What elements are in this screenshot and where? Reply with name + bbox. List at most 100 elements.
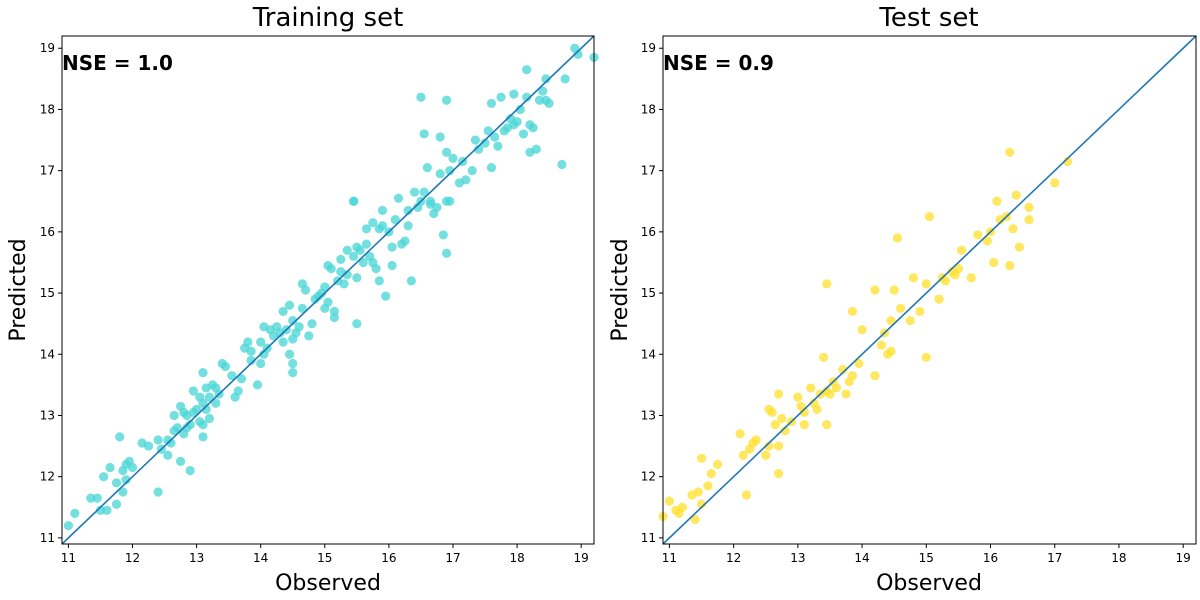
data-point bbox=[896, 303, 906, 313]
data-point bbox=[297, 303, 307, 313]
data-point bbox=[690, 514, 700, 525]
data-point bbox=[924, 211, 935, 222]
x-tick-label: 19 bbox=[1176, 551, 1191, 565]
data-point bbox=[461, 175, 471, 185]
data-point bbox=[352, 273, 362, 283]
data-point bbox=[793, 392, 803, 402]
data-point bbox=[204, 392, 215, 402]
data-point bbox=[441, 147, 452, 157]
x-tick-label: 18 bbox=[509, 551, 524, 565]
data-point bbox=[483, 126, 493, 136]
y-tick-label: 11 bbox=[641, 531, 656, 545]
data-point bbox=[256, 337, 266, 347]
data-point bbox=[198, 368, 208, 378]
data-point bbox=[143, 441, 154, 451]
data-point bbox=[751, 435, 761, 445]
identity-line bbox=[61, 35, 595, 545]
data-point bbox=[198, 420, 208, 430]
data-point bbox=[294, 322, 304, 332]
data-point bbox=[854, 358, 864, 369]
test-set-panel: Test set 11 12 13 14 15 16 17 18 19 11 12 13 14 15 16… bbox=[608, 3, 1197, 596]
data-point bbox=[518, 129, 529, 139]
training-set-panel: Training set 11 12 13 14 15 16 17 18 19 11 12 13 14… bbox=[6, 3, 599, 596]
data-point bbox=[390, 215, 400, 225]
data-point bbox=[400, 236, 410, 246]
y-tick-label: 16 bbox=[40, 225, 55, 239]
y-tick-label: 17 bbox=[40, 164, 55, 178]
data-point bbox=[573, 49, 583, 59]
data-point bbox=[432, 202, 442, 212]
x-tick-label: 15 bbox=[317, 551, 332, 565]
data-point bbox=[973, 230, 983, 240]
data-point bbox=[352, 319, 362, 329]
data-point bbox=[847, 371, 858, 381]
data-point bbox=[764, 441, 774, 451]
data-point bbox=[387, 260, 397, 271]
y-axis-ticks: 11 12 13 14 15 16 17 18 19 bbox=[641, 41, 663, 545]
data-point bbox=[474, 144, 484, 154]
reference-line bbox=[662, 35, 1197, 545]
data-point bbox=[706, 469, 716, 479]
data-point bbox=[921, 279, 931, 289]
data-point bbox=[192, 404, 202, 414]
data-point bbox=[166, 438, 176, 448]
data-point bbox=[307, 319, 317, 329]
data-point bbox=[486, 98, 497, 108]
data-point bbox=[712, 459, 723, 470]
data-point bbox=[886, 346, 896, 356]
x-axis-label: Observed bbox=[275, 571, 381, 596]
data-point bbox=[940, 276, 951, 286]
data-point bbox=[838, 364, 848, 375]
data-point bbox=[664, 496, 675, 506]
data-point bbox=[416, 92, 426, 102]
data-point bbox=[822, 279, 832, 289]
data-point bbox=[342, 270, 352, 280]
data-point bbox=[236, 374, 247, 384]
x-tick-label: 15 bbox=[919, 551, 934, 565]
data-point bbox=[111, 499, 122, 509]
data-point bbox=[777, 413, 787, 424]
data-point bbox=[738, 450, 748, 460]
data-point bbox=[696, 453, 707, 463]
data-point bbox=[374, 276, 384, 286]
data-point bbox=[288, 368, 298, 378]
data-point bbox=[493, 141, 503, 151]
data-point bbox=[284, 349, 295, 359]
data-point bbox=[419, 187, 429, 197]
x-tick-label: 14 bbox=[253, 551, 268, 565]
data-point bbox=[403, 205, 413, 216]
data-point bbox=[448, 153, 458, 164]
nse-annotation: NSE = 1.0 bbox=[62, 51, 173, 75]
data-point bbox=[102, 505, 112, 515]
data-point bbox=[1062, 156, 1073, 167]
data-point bbox=[403, 221, 413, 231]
data-point bbox=[118, 487, 128, 497]
y-tick-label: 13 bbox=[40, 408, 55, 422]
data-point bbox=[870, 371, 880, 381]
data-point bbox=[342, 245, 352, 255]
data-point bbox=[111, 478, 122, 488]
data-point bbox=[204, 413, 215, 424]
scatter-points bbox=[63, 43, 599, 531]
data-point bbox=[256, 358, 266, 369]
data-point bbox=[278, 306, 288, 317]
data-point bbox=[349, 251, 359, 261]
data-point bbox=[422, 162, 432, 173]
data-point bbox=[876, 340, 886, 350]
data-point bbox=[870, 285, 880, 295]
data-point bbox=[349, 196, 359, 206]
data-point bbox=[741, 490, 752, 500]
data-point bbox=[989, 257, 999, 268]
data-point bbox=[773, 441, 784, 451]
data-point bbox=[409, 187, 420, 197]
data-point bbox=[921, 352, 931, 362]
y-tick-label: 12 bbox=[641, 470, 656, 484]
data-point bbox=[531, 144, 541, 154]
data-point bbox=[233, 386, 243, 396]
data-point bbox=[857, 325, 867, 335]
data-point bbox=[211, 398, 221, 408]
data-point bbox=[284, 300, 295, 310]
panel-title: Training set bbox=[252, 3, 404, 33]
nse-annotation: NSE = 0.9 bbox=[663, 51, 774, 75]
